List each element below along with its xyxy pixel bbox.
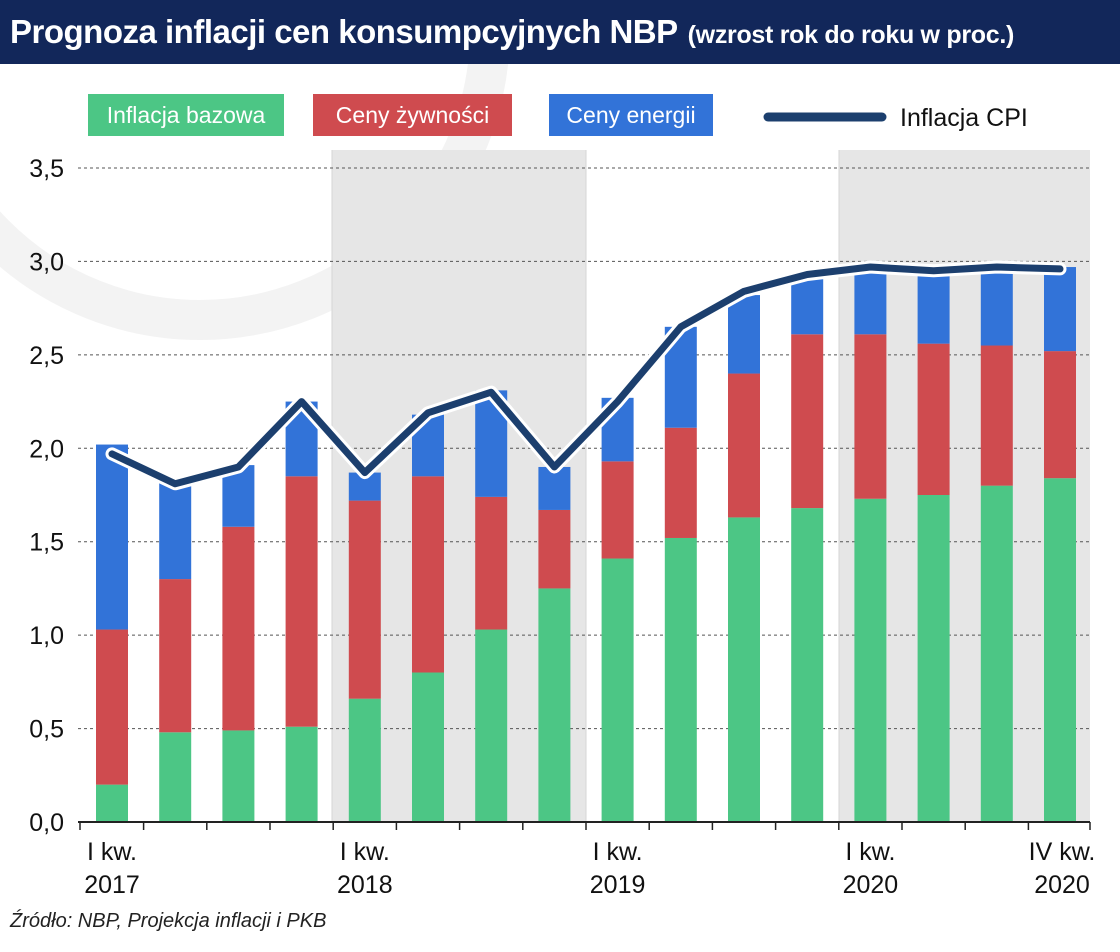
y-tick-label: 2,0 [29,435,64,463]
bar-core [1044,478,1076,822]
bar-energy [728,295,760,374]
x-tick-label: I kw. [845,838,895,866]
legend-label: Ceny energii [566,102,695,128]
watermark-circle [0,64,509,340]
source-note: Źródło: NBP, Projekcja inflacji i PKB [10,910,327,932]
bar-core [222,730,255,822]
bar-energy [980,265,1013,346]
bar-core [601,558,634,822]
bar-food [159,579,192,733]
bar-food [664,427,697,538]
bar-energy [538,466,571,510]
bar-core [348,698,381,822]
legend: Inflacja bazowa Ceny żywności Ceny energii… [88,94,1028,136]
bar-food [917,343,950,495]
bar-energy [159,481,192,580]
legend-swatch [88,94,284,136]
x-tick-label: 2020 [843,871,899,899]
bar-food [348,500,381,699]
bar-food [96,629,128,785]
cpi-line [108,263,1064,488]
y-tick-label: 3,5 [29,155,64,183]
y-tick-label: 1,5 [29,529,64,557]
bar-energy [1044,267,1076,352]
bar-core [854,498,887,822]
bar-core [791,508,824,822]
bar-energy [96,444,128,630]
legend-swatch [549,94,713,136]
bar-food [222,526,255,731]
bar-core [728,517,760,822]
bar-food [791,334,824,509]
legend-label: Inflacja bazowa [107,102,266,128]
bar-food [412,476,444,673]
chart-subtitle: (wzrost rok do roku w proc.) [687,21,1015,49]
x-tick-label: 2018 [337,871,393,899]
bar-food [980,345,1013,486]
y-tick-label: 1,0 [29,622,64,650]
x-tick-label: I kw. [340,838,390,866]
y-tick-label: 0,0 [29,809,64,837]
title-bar: Prognoza inflacji cen konsumpcyjnych NBP… [0,0,1120,64]
bar-energy [791,276,824,335]
y-tick-label: 0,5 [29,716,64,744]
stacked-bar-chart: 0,0 0,5 1,0 1,5 2,0 2,5 3,0 3,5 I kw. 2017 I kw. 20… [0,64,1096,899]
bar-core [980,485,1013,822]
bar-core [96,784,128,822]
legend-label: Inflacja CPI [900,104,1028,132]
x-tick-label: I kw. [87,838,137,866]
y-tick-label: 3,0 [29,248,64,276]
bar-food [475,496,508,630]
bar-energy [854,268,887,335]
bar-core [475,629,508,822]
bar-food [854,334,887,499]
bar-core [159,732,192,822]
chart-title: Prognoza inflacji cen konsumpcyjnych NBP [10,13,678,50]
x-tick-label: 2017 [84,871,140,899]
legend-label: Ceny żywności [336,102,489,128]
legend-swatch [313,94,512,136]
x-tick-label: 2019 [590,871,646,899]
bar-core [412,672,444,822]
bar-core [538,588,571,822]
bar-food [1044,351,1076,479]
bar-core [664,537,697,822]
bar-food [538,509,571,589]
bar-food [285,476,318,727]
x-tick-label: I kw. [593,838,643,866]
bar-food [728,373,760,518]
bar-core [285,726,318,822]
bar-energy [917,268,950,344]
bar-core [917,495,950,822]
bar-food [601,461,634,559]
y-tick-label: 2,5 [29,342,64,370]
x-tick-label: 2020 [1034,871,1090,899]
x-tick-label: IV kw. [1029,838,1096,866]
